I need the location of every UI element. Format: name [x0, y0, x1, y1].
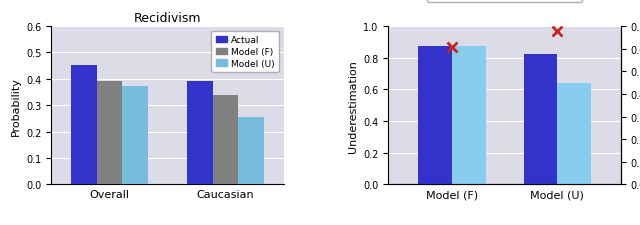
Bar: [122, 87, 148, 184]
Bar: [97, 81, 122, 184]
Bar: [557, 84, 591, 184]
Legend: US, US_S, Accuracy: US, US_S, Accuracy: [427, 0, 582, 3]
Legend: Actual, Model (F), Model (U): Actual, Model (F), Model (U): [211, 32, 279, 73]
Bar: [452, 47, 486, 184]
Y-axis label: Underestimation: Underestimation: [348, 60, 358, 152]
Bar: [524, 55, 557, 184]
Y-axis label: Probability: Probability: [10, 76, 20, 135]
Bar: [188, 82, 212, 184]
Bar: [418, 47, 452, 184]
Bar: [71, 66, 97, 184]
Bar: [212, 96, 238, 184]
Bar: [238, 117, 264, 184]
Title: Recidivism: Recidivism: [134, 11, 201, 25]
